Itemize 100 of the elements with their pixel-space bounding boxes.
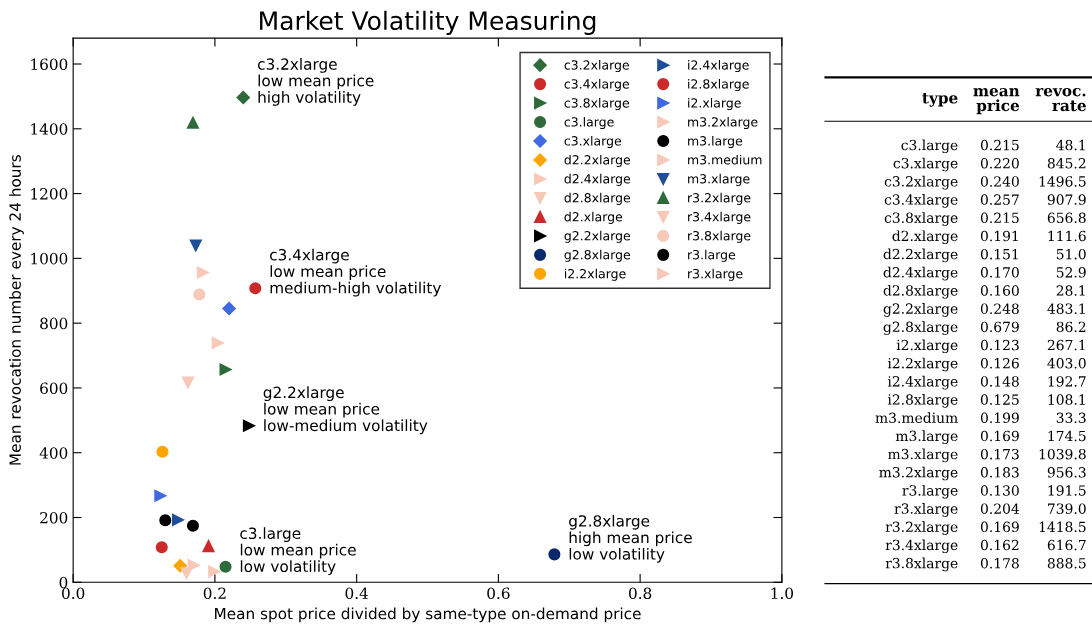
category-label: d2.8xlarge [883,284,958,299]
data-label: 0.215 [980,139,1019,151]
category-label: i2.2xlarge [887,357,958,372]
annotation: g2.8xlarge high mean price low volatility [569,514,692,563]
legend-label: m3.xlarge [688,173,750,186]
legend-label: r3.8xlarge [688,230,751,243]
category-label: d2.2xlarge [883,248,958,263]
legend-label: c3.xlarge [564,135,622,148]
data-label: 656.8 [1047,212,1086,224]
point [189,239,202,252]
data-label: 956.3 [1047,467,1086,478]
point [186,519,199,532]
point [172,513,185,526]
legend-label: m3.medium [688,154,762,165]
category-label: i2.8xlarge [887,394,958,408]
category-label: r3.xlarge [894,503,958,517]
y-tick-label: 600 [40,382,68,394]
data-label: 52.9 [1056,267,1086,278]
data-label: 108.1 [1048,394,1085,405]
x-tick-label: 1.0 [771,587,794,599]
chart-title: Market Volatility Measuring [260,10,596,35]
legend-label: g2.2xlarge [564,230,631,243]
data-label: 0.220 [980,158,1019,169]
category-label: i2.xlarge [896,339,958,354]
data-label: 403.0 [1047,357,1086,369]
y-axis-title: Mean revocation number every 24 hours [9,155,24,465]
text: revoc. rate [1035,88,1086,112]
y-tick-label: 1000 [31,252,68,265]
point [180,567,193,580]
x-tick-label: 0.2 [203,587,226,599]
category-label: c3.8xlarge [884,212,958,226]
data-label: 0.169 [980,521,1019,533]
data-label: 0.178 [980,557,1019,569]
legend-label: c3.2xlarge [564,60,629,73]
data-label: 616.7 [1047,539,1086,551]
data-label: 33.3 [1056,412,1086,424]
legend-label: m3.large [688,135,743,148]
category-label: m3.xlarge [888,448,958,463]
point [181,376,195,389]
data-label: 0.204 [980,503,1020,514]
data-label: 0.173 [980,448,1019,460]
data-label: 0.191 [980,230,1018,242]
point [219,363,232,376]
data-label: 0.130 [980,485,1019,496]
x-axis-title: Mean spot price divided by same-type on-demand price [215,607,641,623]
point [196,266,209,279]
data-label: 1496.5 [1039,176,1086,187]
legend-label: c3.large [564,116,614,130]
point [159,514,172,527]
legend-label: d2.8xlarge [564,192,631,205]
category-label: r3.2xlarge [885,521,958,535]
point [548,548,561,561]
legend-label: g2.8xlarge [564,249,631,262]
legend-label: r3.4xlarge [688,211,751,224]
y-tick-label: 800 [40,317,68,330]
legend-label: c3.8xlarge [564,97,629,111]
y-tick-label: 200 [40,511,68,524]
category-label: i2.4xlarge [887,375,958,390]
data-label: 0.679 [980,321,1019,333]
data-label: 907.9 [1047,194,1086,205]
point [155,541,168,554]
data-label: 0.126 [980,357,1019,369]
data-label: 0.199 [980,412,1019,424]
category-label: c3.4xlarge [884,194,958,208]
point [208,565,221,578]
legend-label: r3.large [688,249,736,262]
text: type [922,92,958,107]
point [173,559,187,573]
x-tick-label: 0.4 [345,587,369,599]
data-label: 0.183 [980,467,1019,478]
category-label: m3.medium [875,412,958,424]
category-label: c3.large [901,139,958,154]
legend-label: i2.2xlarge [565,268,626,281]
legend-label: i2.4xlarge [688,60,749,73]
legend-label: r3.2xlarge [688,192,751,205]
data-label: 86.2 [1056,321,1086,333]
legend-label: c3.4xlarge [564,78,629,92]
data-label: 174.5 [1048,430,1086,442]
data-label: 191.5 [1048,485,1086,496]
data-label: 0.125 [980,394,1019,405]
point [193,288,206,301]
point [154,489,167,502]
category-label: c3.2xlarge [884,175,958,190]
point [202,540,215,553]
category-label: r3.large [902,484,958,499]
data-label: 1418.5 [1039,521,1086,533]
point [186,116,199,129]
legend-label: d2.2xlarge [564,154,631,167]
y-tick-label: 1600 [31,58,68,71]
category-label: m3.large [895,430,958,444]
annotation: c3.large low mean price low volatility [240,527,356,576]
x-tick-label: 0.0 [62,587,85,599]
data-label: 483.1 [1047,303,1085,314]
data-label: 28.1 [1056,285,1085,296]
data-label: 0.248 [980,303,1019,314]
data-label: 48.1 [1056,139,1085,151]
data-label: 51.0 [1056,248,1086,260]
point [236,90,250,105]
point [249,282,262,295]
category-label: d2.xlarge [892,230,958,245]
